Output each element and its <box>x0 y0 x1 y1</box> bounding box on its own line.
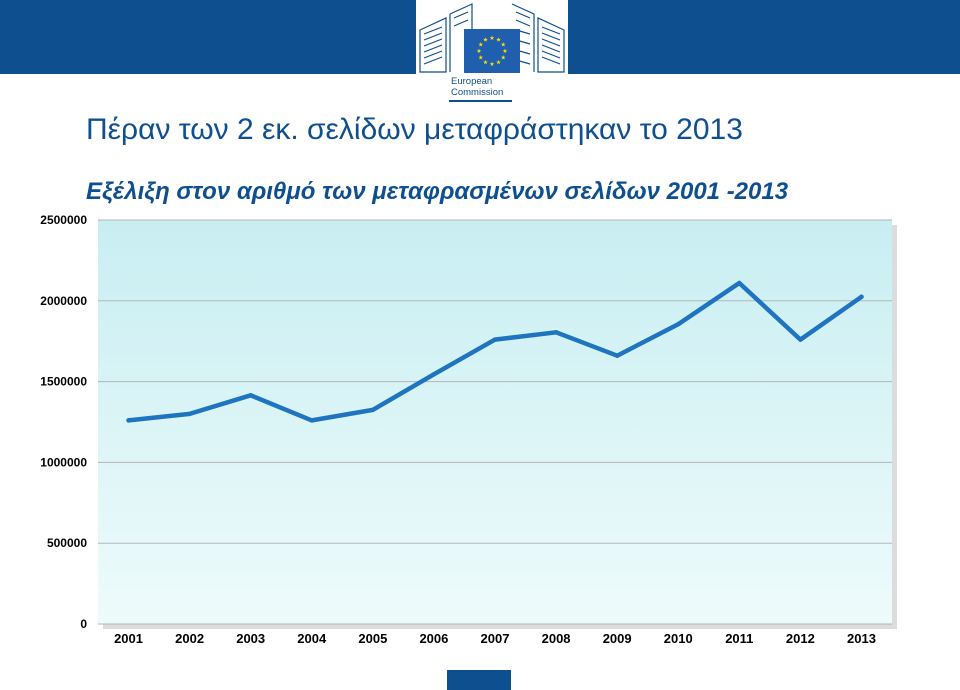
x-tick-label: 2004 <box>297 631 327 646</box>
y-tick-label: 2000000 <box>40 294 87 308</box>
data-point <box>370 407 376 413</box>
y-tick-label: 1000000 <box>40 455 87 469</box>
data-point <box>187 411 192 417</box>
eu-star <box>483 59 488 65</box>
data-point <box>737 280 742 286</box>
logo-line-2: Commission <box>451 87 504 98</box>
data-point <box>676 322 681 327</box>
eu-flag-icon <box>464 29 520 73</box>
data-point <box>248 393 253 398</box>
data-point <box>553 330 559 335</box>
x-tick-label: 2001 <box>114 631 143 646</box>
x-tick-label: 2006 <box>419 631 448 646</box>
eu-star <box>500 42 506 47</box>
x-tick-label: 2013 <box>847 631 876 646</box>
data-point <box>126 418 131 423</box>
eu-star <box>502 48 508 53</box>
y-tick-label: 500000 <box>47 536 87 550</box>
european-commission-logo <box>416 0 568 104</box>
logo-underline <box>449 100 512 102</box>
eu-star <box>478 42 484 47</box>
logo-line-1: European <box>451 76 493 87</box>
x-tick-label: 2010 <box>664 631 693 646</box>
page-title: Πέραν των 2 εκ. σελίδων μεταφράστηκαν το… <box>86 113 743 146</box>
data-point <box>614 353 620 358</box>
data-point <box>859 294 864 299</box>
y-tick-label: 1500000 <box>40 375 87 389</box>
data-point <box>431 372 437 377</box>
eu-star <box>476 48 482 53</box>
eu-star <box>489 35 495 40</box>
x-tick-label: 2012 <box>786 631 815 646</box>
eu-star <box>483 37 488 42</box>
plot-area <box>98 220 892 624</box>
berlaymont-building-icon <box>419 3 565 73</box>
x-tick-label: 2003 <box>236 631 265 646</box>
x-tick-label: 2011 <box>725 631 753 646</box>
x-tick-label: 2008 <box>542 631 571 646</box>
bottom-tab <box>447 670 511 690</box>
x-tick-label: 2009 <box>603 631 632 646</box>
eu-star <box>500 55 506 60</box>
x-tick-label: 2007 <box>481 631 510 646</box>
logo-caption: European Commission <box>451 76 521 98</box>
eu-star <box>478 55 484 60</box>
y-tick-label: 2500000 <box>40 213 87 227</box>
data-point <box>492 337 498 342</box>
data-point <box>309 418 314 423</box>
x-tick-label: 2005 <box>358 631 387 646</box>
data-point <box>798 337 803 342</box>
x-tick-label: 2002 <box>175 631 204 646</box>
y-tick-label: 0 <box>80 617 87 631</box>
eu-star <box>489 61 495 66</box>
eu-star <box>496 59 501 65</box>
chart-title: Εξέλιξη στον αριθμό των μεταφρασμένων σε… <box>86 178 789 205</box>
eu-star <box>496 37 501 42</box>
